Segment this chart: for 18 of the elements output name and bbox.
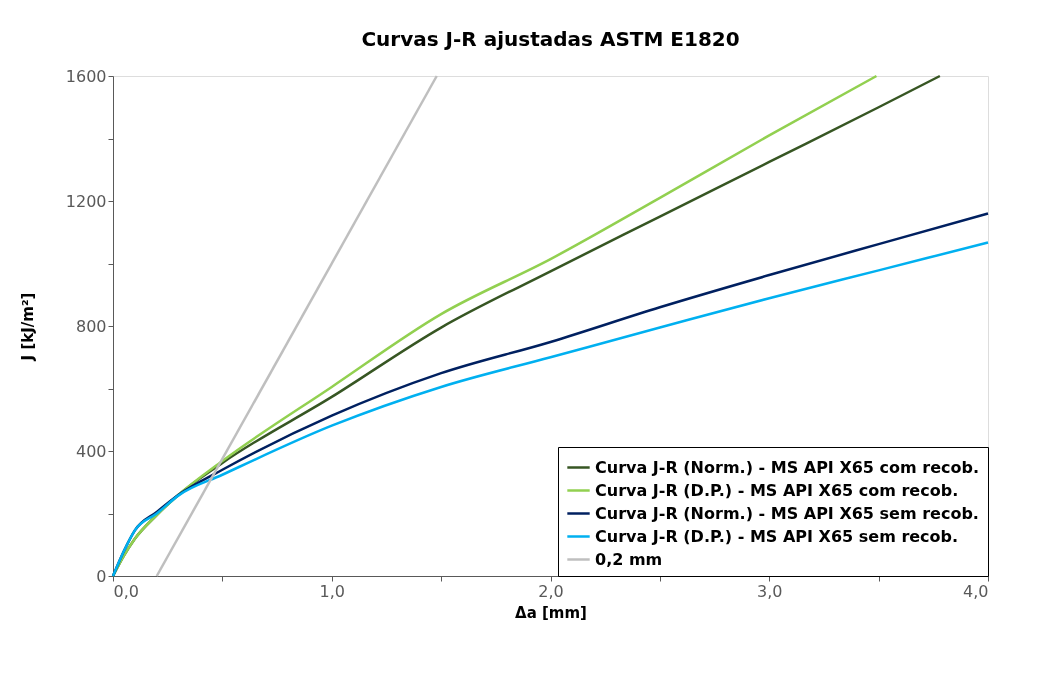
legend-label: Curva J-R (D.P.) - MS API X65 com recob.	[595, 480, 959, 500]
x-tick-label: 3,0	[757, 581, 783, 601]
y-tick-label: 400	[75, 441, 107, 461]
legend-label: Curva J-R (Norm.) - MS API X65 sem recob.	[595, 503, 979, 523]
x-axis-title: Δa [mm]	[515, 603, 587, 622]
y-axis-title: J [kJ/m²]	[18, 292, 37, 362]
chart-title: Curvas J-R ajustadas ASTM E1820	[361, 27, 740, 51]
x-tick-label: 0,0	[113, 581, 139, 601]
legend-label: Curva J-R (D.P.) - MS API X65 sem recob.	[595, 526, 959, 546]
y-tick-label: 1600	[65, 66, 107, 86]
x-tick-label: 2,0	[538, 581, 564, 601]
y-tick-label: 0	[96, 566, 107, 586]
y-tick-label: 800	[75, 316, 107, 336]
legend-label: Curva J-R (Norm.) - MS API X65 com recob.	[595, 457, 980, 477]
x-tick-label: 4,0	[963, 581, 989, 601]
legend-label: 0,2 mm	[595, 549, 663, 569]
x-tick-label: 1,0	[319, 581, 345, 601]
y-tick-label: 1200	[65, 191, 107, 211]
